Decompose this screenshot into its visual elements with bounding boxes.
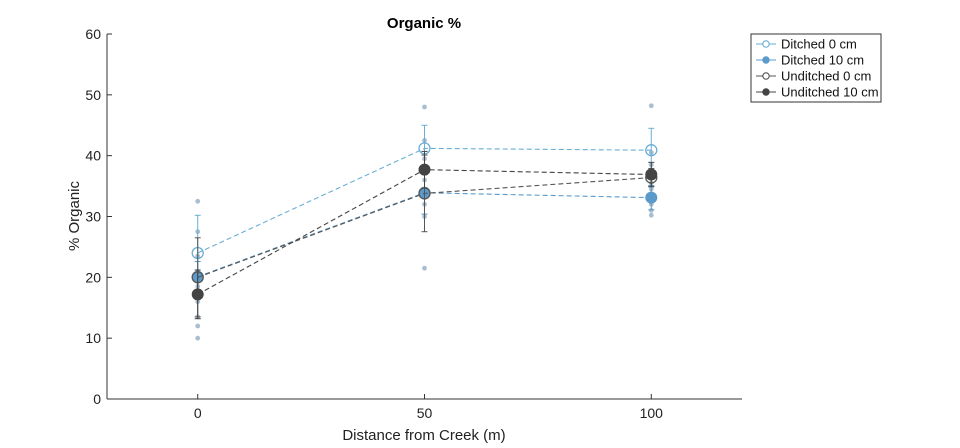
legend-label: Unditched 10 cm	[781, 85, 879, 100]
x-axis-label: Distance from Creek (m)	[342, 427, 505, 444]
y-tick-label: 20	[85, 269, 101, 285]
data-point	[418, 163, 431, 176]
chart-title: Organic %	[387, 15, 461, 32]
raw-point	[648, 212, 654, 218]
y-tick-label: 0	[93, 391, 101, 407]
raw-point	[195, 198, 201, 204]
y-tick-label: 40	[85, 148, 101, 164]
y-axis-label: % Organic	[66, 180, 83, 251]
raw-point	[422, 265, 427, 271]
legend-label: Unditched 0 cm	[781, 69, 871, 84]
data-point	[191, 288, 204, 301]
x-tick-label: 100	[640, 405, 664, 421]
legend-marker	[762, 56, 770, 64]
raw-point	[422, 104, 427, 110]
data-point	[645, 168, 658, 181]
y-tick-label: 50	[85, 87, 101, 103]
raw-point	[648, 103, 654, 109]
series-layer	[191, 124, 658, 320]
data-point	[645, 144, 658, 157]
ticks: 0 50 100 0 10 20 30 40 50 60	[85, 26, 663, 421]
y-tick-label: 30	[85, 209, 101, 225]
raw-point	[648, 208, 654, 213]
data-point	[645, 191, 658, 204]
legend-label: Ditched 0 cm	[781, 37, 857, 52]
y-tick-label: 60	[85, 26, 101, 42]
x-tick-label: 50	[417, 405, 433, 421]
raw-point	[195, 323, 201, 329]
legend-marker	[762, 40, 770, 48]
legend-marker	[762, 88, 770, 96]
raw-point	[195, 335, 201, 341]
x-tick-label: 0	[194, 405, 202, 421]
series-3	[191, 150, 658, 320]
legend-marker	[762, 72, 770, 80]
y-tick-label: 10	[85, 330, 101, 346]
legend-box	[750, 33, 882, 103]
legend-label: Ditched 10 cm	[781, 53, 864, 68]
